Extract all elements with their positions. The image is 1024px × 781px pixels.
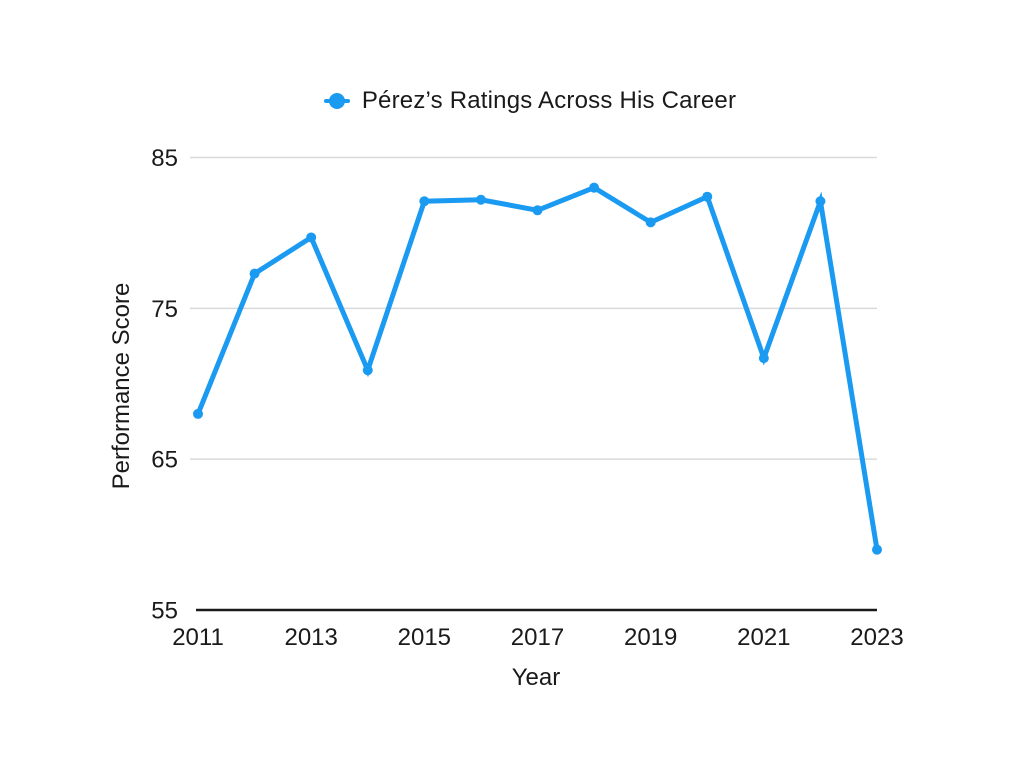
x-tick-label-2021: 2021 xyxy=(737,624,790,651)
data-point-2014 xyxy=(362,365,373,376)
x-tick-label-2011: 2011 xyxy=(172,624,224,651)
chart-legend: Pérez’s Ratings Across His Career xyxy=(19,87,1024,115)
x-tick-label-2019: 2019 xyxy=(624,624,677,651)
legend-dot-icon xyxy=(328,93,345,109)
data-point-2020 xyxy=(702,191,713,202)
data-point-2013 xyxy=(306,232,317,243)
legend-label: Pérez’s Ratings Across His Career xyxy=(361,87,737,114)
y-tick-label-85: 85 xyxy=(151,145,178,172)
y-axis-title: Performance Score xyxy=(108,282,135,490)
data-point-2018 xyxy=(589,182,600,193)
series-line xyxy=(195,184,880,553)
x-tick-label-2013: 2013 xyxy=(284,624,337,651)
x-tick-label-2017: 2017 xyxy=(511,624,564,651)
data-point-2023 xyxy=(872,544,882,555)
data-point-2021 xyxy=(758,353,769,364)
data-point-2012 xyxy=(249,268,260,279)
y-tick-label-55: 55 xyxy=(151,598,178,625)
y-tick-label-75: 75 xyxy=(151,296,178,323)
x-tick-label-2023: 2023 xyxy=(850,624,903,651)
y-tick-label-65: 65 xyxy=(151,447,178,474)
data-point-2016 xyxy=(475,194,486,205)
data-point-2022 xyxy=(815,196,826,207)
data-point-2015 xyxy=(419,196,430,207)
data-point-2019 xyxy=(645,217,656,228)
x-tick-label-2015: 2015 xyxy=(398,624,451,651)
data-point-2011 xyxy=(193,408,203,419)
legend-series-marker-icon xyxy=(323,90,350,112)
x-axis-title: Year xyxy=(511,664,561,691)
data-point-2017 xyxy=(532,205,543,216)
